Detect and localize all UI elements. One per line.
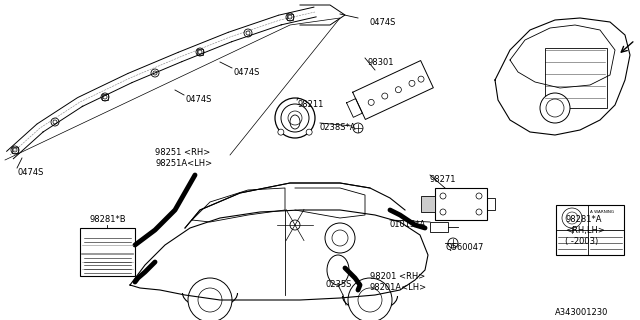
Text: 98281*B: 98281*B: [90, 215, 127, 224]
Bar: [12, 147, 18, 153]
Text: 0238S*A: 0238S*A: [320, 123, 356, 132]
Circle shape: [396, 87, 401, 93]
Bar: [287, 14, 293, 20]
Text: 0474S: 0474S: [233, 68, 259, 77]
Text: A WARNING: A WARNING: [590, 210, 614, 214]
Circle shape: [546, 99, 564, 117]
Circle shape: [278, 129, 284, 135]
Circle shape: [290, 220, 300, 230]
Circle shape: [348, 278, 392, 320]
Circle shape: [11, 146, 19, 154]
Bar: [102, 94, 108, 100]
Circle shape: [306, 129, 312, 135]
Circle shape: [476, 193, 482, 199]
Circle shape: [153, 71, 157, 75]
Text: 0235S: 0235S: [325, 280, 351, 289]
Text: <RH,LH>: <RH,LH>: [565, 226, 605, 235]
Circle shape: [246, 31, 250, 35]
Circle shape: [353, 123, 363, 133]
Circle shape: [540, 93, 570, 123]
Bar: [435, 188, 487, 220]
Circle shape: [286, 13, 294, 21]
Bar: [197, 49, 203, 55]
Text: Q560047: Q560047: [445, 243, 483, 252]
Circle shape: [281, 104, 309, 132]
Circle shape: [244, 29, 252, 37]
Circle shape: [288, 111, 302, 125]
Circle shape: [440, 209, 446, 215]
Text: 98251 <RH>: 98251 <RH>: [155, 148, 211, 157]
Circle shape: [476, 209, 482, 215]
Text: 98251A<LH>: 98251A<LH>: [155, 159, 212, 168]
Circle shape: [101, 93, 109, 101]
Text: 98301: 98301: [368, 58, 394, 67]
Circle shape: [409, 80, 415, 86]
Circle shape: [358, 288, 382, 312]
Circle shape: [275, 98, 315, 138]
Circle shape: [368, 100, 374, 105]
Text: 98211: 98211: [298, 100, 324, 109]
Text: 0101S*A: 0101S*A: [390, 220, 426, 229]
Text: 0474S: 0474S: [370, 18, 396, 27]
Text: 98271: 98271: [430, 175, 456, 184]
Circle shape: [198, 50, 202, 54]
Text: ( -2003): ( -2003): [565, 237, 598, 246]
Circle shape: [325, 223, 355, 253]
Circle shape: [418, 76, 424, 82]
Circle shape: [440, 193, 446, 199]
Bar: [487, 198, 495, 210]
Bar: [430, 222, 448, 232]
Text: 98281*A: 98281*A: [565, 215, 602, 224]
Circle shape: [13, 148, 17, 152]
Circle shape: [288, 15, 292, 19]
Circle shape: [51, 118, 59, 126]
Text: 0474S: 0474S: [185, 95, 211, 104]
Circle shape: [448, 238, 458, 248]
Text: 0474S: 0474S: [18, 168, 44, 177]
Circle shape: [562, 208, 582, 228]
Circle shape: [332, 230, 348, 246]
Circle shape: [103, 95, 107, 99]
Bar: [545, 48, 607, 108]
Circle shape: [198, 288, 222, 312]
Text: 98201A<LH>: 98201A<LH>: [370, 283, 427, 292]
Circle shape: [566, 212, 578, 224]
Text: A343001230: A343001230: [555, 308, 609, 317]
Bar: [556, 205, 624, 255]
Text: 98201 <RH>: 98201 <RH>: [370, 272, 425, 281]
Bar: [80, 228, 135, 276]
Circle shape: [382, 93, 388, 99]
Circle shape: [53, 120, 57, 124]
Circle shape: [188, 278, 232, 320]
Circle shape: [196, 48, 204, 56]
Circle shape: [151, 69, 159, 77]
Bar: [421, 196, 435, 212]
